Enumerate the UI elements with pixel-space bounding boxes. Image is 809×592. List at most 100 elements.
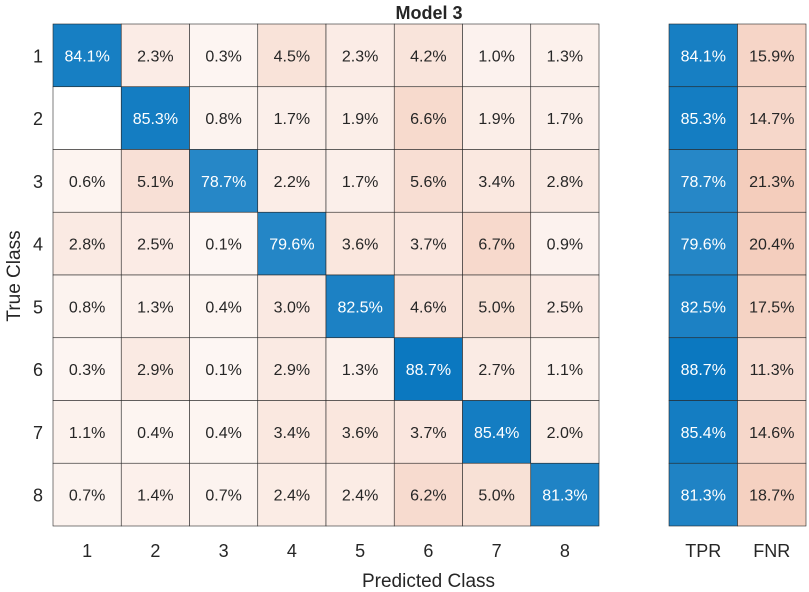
matrix-value-label: 2.3%	[137, 48, 173, 65]
matrix-cell	[530, 274, 600, 339]
y-tick-label: 7	[33, 423, 43, 443]
matrix-cell	[325, 462, 395, 527]
matrix-value-label: 2.9%	[274, 362, 310, 379]
matrix-value-label: 0.4%	[205, 299, 241, 316]
matrix-value-label: 0.3%	[69, 362, 105, 379]
x-tick-label: 1	[82, 541, 92, 561]
summary-cell	[737, 149, 807, 213]
matrix-cell	[325, 274, 395, 339]
summary-cell	[668, 462, 738, 527]
matrix-cell	[52, 149, 122, 213]
matrix-cell	[257, 23, 327, 88]
matrix-value-label: 0.4%	[137, 425, 173, 442]
matrix-value-label: 2.2%	[274, 174, 310, 191]
matrix-value-label: 3.7%	[410, 237, 446, 254]
matrix-cell	[530, 337, 600, 401]
y-tick-label: 8	[33, 486, 43, 506]
summary-value-label: 84.1%	[681, 48, 726, 65]
y-axis-label: True Class	[4, 230, 25, 321]
matrix-cell	[52, 462, 122, 527]
matrix-cell	[257, 149, 327, 213]
x-tick-label: 8	[560, 541, 570, 561]
summary-cell	[737, 23, 807, 88]
axis-ticks: 1 2 3 4 5 6 7 8 1 2 3 4 5 6 7 8 TPR FNR	[33, 46, 790, 561]
matrix-value-label: 82.5%	[337, 299, 382, 316]
matrix-value-label: 1.4%	[137, 488, 173, 505]
x-tick-label: 6	[423, 541, 433, 561]
summary-cell	[737, 400, 807, 464]
matrix-cell	[120, 400, 190, 464]
summary-column-label: TPR	[685, 541, 721, 561]
matrix-cell	[257, 337, 327, 401]
matrix-value-label: 2.5%	[547, 299, 583, 316]
summary-value-label: 14.7%	[749, 111, 794, 128]
y-tick-label: 5	[33, 297, 43, 317]
matrix-value-label: 0.7%	[205, 488, 241, 505]
matrix-value-label: 0.9%	[547, 237, 583, 254]
matrix-cell	[530, 23, 600, 88]
matrix-cell	[52, 23, 122, 88]
y-tick-label: 1	[33, 46, 43, 66]
matrix-cell	[530, 400, 600, 464]
summary-cell	[737, 274, 807, 339]
matrix-value-label: 88.7%	[406, 362, 451, 379]
summary-value-label: 20.4%	[749, 237, 794, 254]
matrix-cell	[325, 86, 395, 150]
matrix-value-label: 4.2%	[410, 48, 446, 65]
matrix-value-label: 6.6%	[410, 111, 446, 128]
matrix-value-label: 0.6%	[69, 174, 105, 191]
y-tick-label: 2	[33, 109, 43, 129]
matrix-cell	[462, 337, 532, 401]
summary-value-label: 82.5%	[681, 299, 726, 316]
matrix-value-label: 85.4%	[474, 425, 519, 442]
matrix-cell	[52, 86, 122, 150]
summary-cell	[668, 337, 738, 401]
matrix-cell	[325, 211, 395, 276]
matrix-value-label: 2.5%	[137, 237, 173, 254]
matrix-value-label: 5.1%	[137, 174, 173, 191]
matrix-value-label: 0.8%	[205, 111, 241, 128]
matrix-value-label: 2.0%	[547, 425, 583, 442]
matrix-value-label: 1.3%	[547, 48, 583, 65]
matrix-value-label: 1.3%	[342, 362, 378, 379]
matrix-value-label: 1.0%	[478, 48, 514, 65]
summary-cell	[668, 86, 738, 150]
matrix-cell	[393, 211, 463, 276]
matrix-value-label: 1.9%	[478, 111, 514, 128]
matrix-cell	[325, 23, 395, 88]
matrix-value-label: 81.3%	[542, 488, 587, 505]
matrix-value-label: 1.9%	[342, 111, 378, 128]
x-tick-label: 5	[355, 541, 365, 561]
matrix-value-label: 5.6%	[410, 174, 446, 191]
summary-value-label: 21.3%	[749, 174, 794, 191]
matrix-cell	[257, 274, 327, 339]
summary-value-label: 17.5%	[749, 299, 794, 316]
matrix-cell	[530, 149, 600, 213]
matrix-value-label: 1.3%	[137, 299, 173, 316]
matrix-cell	[189, 86, 259, 150]
matrix-cell	[393, 86, 463, 150]
matrix-cell	[393, 274, 463, 339]
summary-value-label: 15.9%	[749, 48, 794, 65]
summary-cell	[668, 274, 738, 339]
summary-value-label: 18.7%	[749, 488, 794, 505]
matrix-cell	[120, 23, 190, 88]
matrix-value-label: 3.0%	[274, 299, 310, 316]
matrix-value-label: 78.7%	[201, 174, 246, 191]
matrix-cell	[189, 337, 259, 401]
x-axis-label: Predicted Class	[362, 571, 495, 592]
matrix-cell	[393, 462, 463, 527]
matrix-cell	[120, 211, 190, 276]
matrix-value-label: 3.4%	[274, 425, 310, 442]
matrix-value-label: 0.1%	[205, 237, 241, 254]
summary-cell	[668, 211, 738, 276]
summary-cell	[737, 86, 807, 150]
matrix-value-label: 0.3%	[205, 48, 241, 65]
matrix-value-label: 2.8%	[547, 174, 583, 191]
matrix-value-label: 6.7%	[478, 237, 514, 254]
matrix-cell	[257, 211, 327, 276]
matrix-value-label: 4.6%	[410, 299, 446, 316]
matrix-cell	[530, 211, 600, 276]
matrix-value-label: 0.1%	[205, 362, 241, 379]
x-tick-label: 2	[150, 541, 160, 561]
